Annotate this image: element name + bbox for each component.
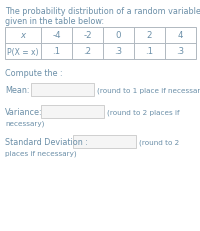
Text: 4: 4 xyxy=(178,31,183,40)
Text: given in the table below:: given in the table below: xyxy=(5,17,104,26)
Text: Compute the :: Compute the : xyxy=(5,69,63,78)
Text: .1: .1 xyxy=(145,47,154,56)
Text: -4: -4 xyxy=(52,31,61,40)
Text: 2: 2 xyxy=(147,31,152,40)
Bar xyxy=(73,135,136,148)
Text: (round to 2 places if: (round to 2 places if xyxy=(107,109,180,115)
Text: -2: -2 xyxy=(83,31,92,40)
Text: Mean:: Mean: xyxy=(5,86,30,94)
Text: places if necessary): places if necessary) xyxy=(5,150,77,157)
Text: 0: 0 xyxy=(116,31,121,40)
Text: .1: .1 xyxy=(52,47,61,56)
Text: .3: .3 xyxy=(114,47,123,56)
Text: x: x xyxy=(20,31,26,40)
Bar xyxy=(5,28,196,60)
Text: The probability distribution of a random variable X is: The probability distribution of a random… xyxy=(5,7,200,16)
Text: Standard Deviation :: Standard Deviation : xyxy=(5,137,88,146)
Text: .2: .2 xyxy=(83,47,92,56)
Bar xyxy=(41,106,104,119)
Text: necessary): necessary) xyxy=(5,120,44,127)
Text: (round to 1 place if necessary): (round to 1 place if necessary) xyxy=(97,87,200,93)
Bar xyxy=(31,84,94,97)
Text: P(X = x): P(X = x) xyxy=(7,47,38,56)
Text: .3: .3 xyxy=(176,47,185,56)
Text: Variance:: Variance: xyxy=(5,108,43,116)
Text: (round to 2: (round to 2 xyxy=(139,139,179,145)
